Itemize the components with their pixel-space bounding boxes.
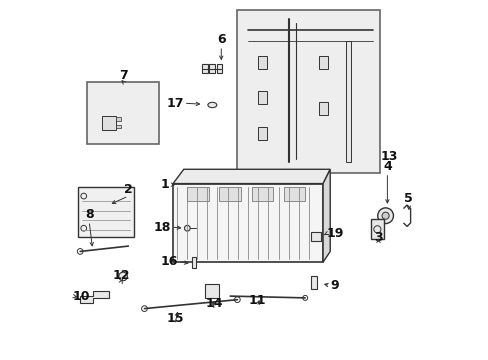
Bar [187, 187, 208, 202]
Polygon shape [173, 169, 329, 184]
Text: 6: 6 [217, 33, 225, 46]
Bar [219, 187, 241, 202]
Bar [205, 284, 218, 298]
FancyBboxPatch shape [237, 10, 380, 173]
Text: 7: 7 [119, 69, 127, 82]
Text: 5: 5 [404, 192, 412, 205]
Bar [78, 187, 134, 237]
Bar [209, 64, 215, 73]
Text: 11: 11 [248, 294, 265, 307]
Text: 16: 16 [161, 255, 178, 268]
Text: 8: 8 [84, 208, 93, 221]
Text: 19: 19 [326, 227, 344, 240]
Text: 18: 18 [154, 221, 171, 234]
Text: 15: 15 [166, 312, 183, 325]
Ellipse shape [207, 102, 216, 108]
Bar [310, 276, 316, 289]
Bar [370, 219, 383, 239]
FancyBboxPatch shape [87, 82, 159, 144]
Bar [191, 257, 196, 267]
Bar [116, 117, 121, 121]
Text: 10: 10 [73, 289, 90, 303]
Text: 17: 17 [166, 97, 183, 110]
Text: 14: 14 [205, 297, 223, 310]
Bar [258, 91, 266, 104]
Text: 13: 13 [380, 150, 397, 163]
Bar [318, 102, 327, 115]
Circle shape [377, 208, 393, 224]
Bar [258, 127, 266, 140]
Text: 9: 9 [329, 279, 338, 292]
Circle shape [184, 225, 190, 231]
Bar [102, 116, 116, 130]
Bar [258, 56, 266, 68]
Text: 12: 12 [112, 269, 130, 282]
Bar [345, 41, 350, 162]
Bar [202, 64, 207, 73]
Circle shape [381, 212, 388, 219]
Text: 2: 2 [124, 183, 133, 196]
Bar [116, 125, 121, 128]
Bar [318, 56, 327, 68]
Bar [310, 232, 321, 241]
Circle shape [119, 272, 127, 281]
Bar [216, 64, 222, 73]
Bar [251, 187, 272, 202]
Bar [173, 184, 323, 262]
Text: 4: 4 [382, 160, 391, 173]
Polygon shape [323, 169, 329, 262]
Text: 1: 1 [161, 178, 169, 191]
Polygon shape [80, 291, 108, 303]
Text: 3: 3 [373, 231, 382, 244]
Bar [283, 187, 305, 202]
